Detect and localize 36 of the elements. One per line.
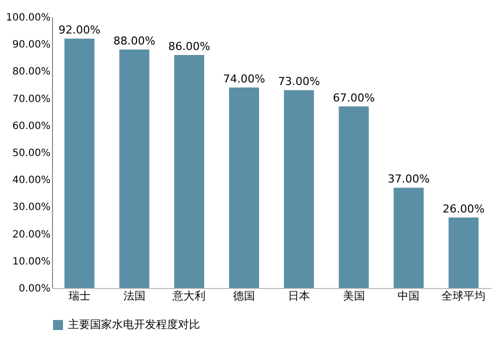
y-tick-label: 30.00% xyxy=(12,202,50,214)
bar xyxy=(229,87,260,288)
data-label: 88.00% xyxy=(113,34,156,48)
data-label: 92.00% xyxy=(58,24,100,37)
y-tick-label: 20.00% xyxy=(12,229,50,240)
y-tick-label: 90.00% xyxy=(12,40,50,51)
x-tick-label: 日本 xyxy=(288,290,310,302)
x-tick-label: 意大利 xyxy=(172,290,206,302)
x-tick-label: 美国 xyxy=(342,290,365,302)
y-tick-label: 80.00% xyxy=(12,66,50,78)
x-tick-label: 全球平均 xyxy=(442,290,486,302)
y-tick-label: 70.00% xyxy=(12,94,50,105)
data-label: 73.00% xyxy=(278,75,320,88)
data-label: 74.00% xyxy=(223,72,266,86)
bar xyxy=(338,106,369,288)
y-tick-label: 40.00% xyxy=(12,175,50,186)
data-label: 37.00% xyxy=(388,172,430,186)
y-tick-label: 50.00% xyxy=(12,148,50,159)
data-label: 86.00% xyxy=(168,40,210,53)
data-label: 26.00% xyxy=(442,202,485,216)
bar xyxy=(64,38,94,288)
x-tick-label: 中国 xyxy=(398,290,420,302)
bar xyxy=(448,218,479,288)
x-tick-label: 法国 xyxy=(123,290,146,302)
legend-label: 主要国家水电开发程度对比 xyxy=(68,318,200,331)
y-tick-label: 60.00% xyxy=(12,120,50,132)
x-tick-label: 瑞士 xyxy=(68,290,90,302)
bar xyxy=(174,54,204,288)
bar xyxy=(284,90,314,288)
x-tick-label: 德国 xyxy=(233,290,256,302)
bar xyxy=(119,50,150,288)
y-tick-label: 0.00% xyxy=(18,284,50,294)
y-tick-label: 10.00% xyxy=(12,256,50,268)
y-tick-label: 100.00% xyxy=(6,12,50,24)
bar xyxy=(394,188,424,288)
data-label: 67.00% xyxy=(332,91,375,104)
